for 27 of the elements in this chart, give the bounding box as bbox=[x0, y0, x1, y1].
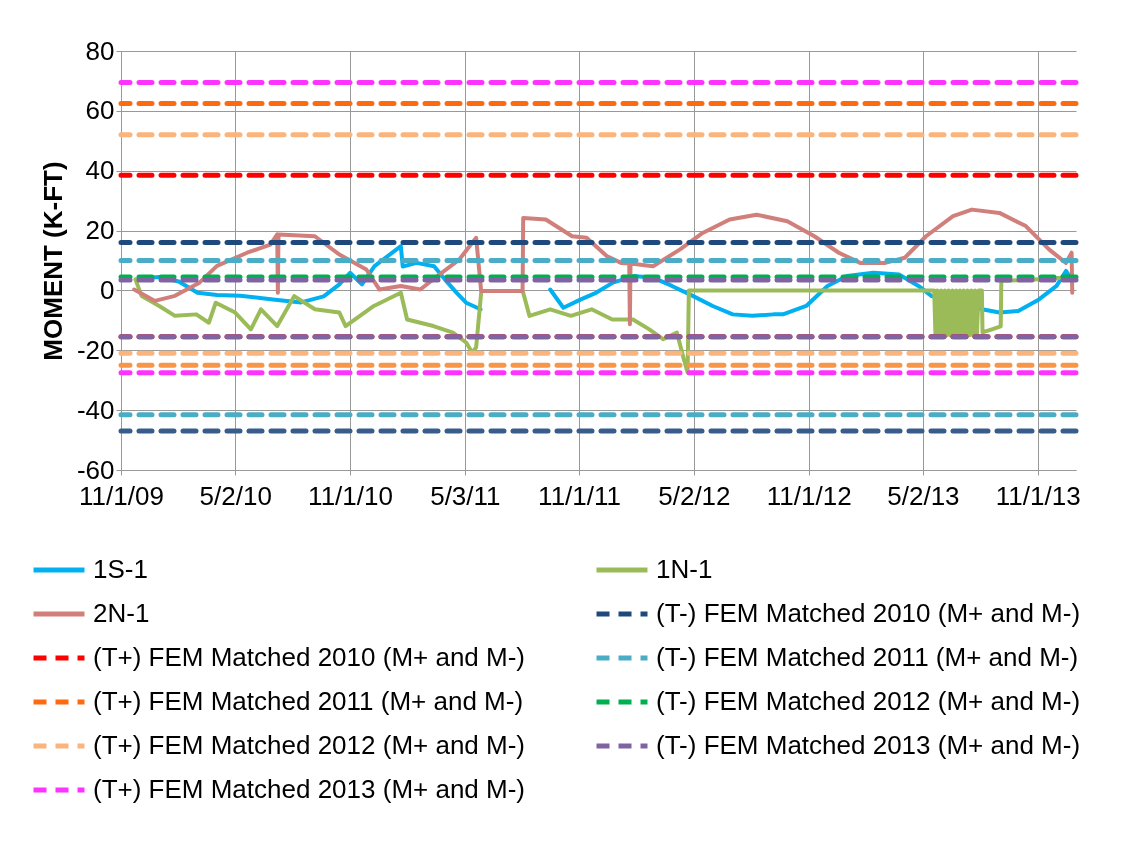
x-tick-label: 11/1/13 bbox=[995, 480, 1081, 511]
legend-label: (T+) FEM Matched 2010 (M+ and M-) bbox=[93, 642, 526, 672]
x-tick-label: 5/2/10 bbox=[199, 480, 272, 511]
legend-label: (T+) FEM Matched 2013 (M+ and M-) bbox=[93, 774, 526, 804]
legend-label: (T+) FEM Matched 2012 (M+ and M-) bbox=[93, 730, 526, 760]
x-tick-label: 5/2/12 bbox=[658, 480, 731, 511]
legend-label: (T-) FEM Matched 2012 (M+ and M-) bbox=[656, 686, 1081, 716]
x-tick-label: 5/2/13 bbox=[887, 480, 960, 511]
x-tick-label: 5/3/11 bbox=[430, 480, 501, 511]
y-tick-label: 60 bbox=[85, 95, 115, 126]
x-tick-label: 11/1/12 bbox=[766, 480, 852, 511]
legend-label: 1S-1 bbox=[93, 554, 148, 584]
legend-label: (T+) FEM Matched 2011 (M+ and M-) bbox=[93, 686, 524, 716]
legend-label: (T-) FEM Matched 2010 (M+ and M-) bbox=[656, 598, 1081, 628]
legend-label: (T-) FEM Matched 2013 (M+ and M-) bbox=[656, 730, 1081, 760]
y-tick-label: -40 bbox=[76, 394, 115, 425]
y-tick-label: 40 bbox=[85, 155, 115, 186]
y-tick-label: 0 bbox=[100, 274, 115, 305]
y-axis-title: MOMENT (K-FT) bbox=[37, 161, 68, 361]
y-tick-label: -20 bbox=[76, 334, 115, 365]
legend-label: (T-) FEM Matched 2011 (M+ and M-) bbox=[656, 642, 1079, 672]
y-tick-label: 20 bbox=[85, 215, 115, 246]
y-tick-label: 80 bbox=[85, 35, 115, 66]
x-tick-label: 11/1/10 bbox=[308, 480, 393, 511]
legend-label: 1N-1 bbox=[656, 554, 713, 584]
legend-label: 2N-1 bbox=[93, 598, 150, 628]
x-tick-label: 11/1/11 bbox=[538, 480, 621, 511]
